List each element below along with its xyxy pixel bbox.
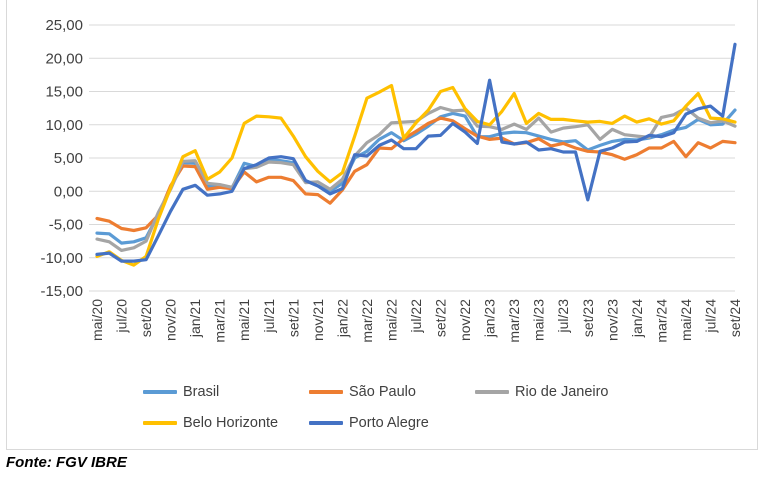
series-line-belo-horizonte [95, 83, 737, 267]
legend-item-brasil: Brasil [143, 384, 219, 400]
x-tick-label: jan/23 [482, 299, 498, 338]
x-tick-label: jul/21 [261, 299, 277, 334]
x-tick-label: jan/22 [334, 299, 350, 338]
x-tick-label: mar/23 [506, 299, 522, 343]
legend-label: Porto Alegre [349, 415, 429, 431]
x-tick-label: set/22 [433, 299, 449, 337]
x-tick-label: jan/24 [629, 299, 645, 338]
x-tick-label: jul/20 [114, 299, 130, 334]
series-line-porto-alegre [95, 42, 737, 263]
y-tick-label: 15,00 [45, 84, 83, 101]
x-tick-label: set/23 [580, 299, 596, 337]
line-chart: -15,00 -10,00 -5,00 0,00 5,00 10,00 15,00 20,00… [40, 17, 743, 343]
x-tick-label: mar/21 [212, 299, 228, 343]
x-tick-label: mai/20 [89, 299, 105, 341]
x-tick-label: mai/21 [236, 299, 252, 341]
legend-item-belo-horizonte: Belo Horizonte [143, 415, 278, 431]
y-tick-label: -15,00 [40, 283, 83, 300]
y-axis: -15,00 -10,00 -5,00 0,00 5,00 10,00 15,00 20,00… [40, 17, 83, 300]
x-tick-label: mai/23 [531, 299, 547, 341]
legend-item-rio-de-janeiro: Rio de Janeiro [475, 384, 609, 400]
gridlines [89, 24, 735, 292]
chart-frame: -15,00 -10,00 -5,00 0,00 5,00 10,00 15,00 20,00… [6, 0, 758, 450]
y-tick-label: 10,00 [45, 117, 83, 134]
series-lines [95, 42, 737, 267]
x-tick-label: set/21 [285, 299, 301, 337]
series-line-rio-de-janeiro [95, 105, 737, 252]
legend-item-sao-paulo: São Paulo [309, 384, 416, 400]
x-tick-label: set/24 [727, 299, 743, 337]
x-tick-label: set/20 [138, 299, 154, 337]
legend-swatch [309, 421, 343, 425]
x-tick-label: mai/24 [678, 299, 694, 341]
legend-label: Belo Horizonte [183, 415, 279, 431]
source-caption: Fonte: FGV IBRE [6, 454, 127, 471]
legend-label: Rio de Janeiro [515, 384, 609, 400]
x-tick-label: nov/23 [604, 299, 620, 341]
y-tick-label: 25,00 [45, 17, 83, 34]
x-axis: mai/20 jul/20 set/20 nov/20 jan/21 mar/21 mai/… [89, 299, 743, 343]
legend-item-porto-alegre: Porto Alegre [309, 415, 429, 431]
legend-swatch [143, 421, 177, 425]
y-tick-label: 0,00 [54, 183, 83, 200]
y-tick-label: 5,00 [54, 150, 83, 167]
series-line-s-o-paulo [95, 116, 737, 233]
x-tick-label: jan/21 [187, 299, 203, 338]
x-tick-label: nov/20 [163, 299, 179, 341]
legend-swatch [143, 390, 177, 394]
legend-label: Brasil [183, 384, 220, 400]
x-tick-label: jul/22 [408, 299, 424, 334]
x-tick-label: mai/22 [383, 299, 399, 341]
x-tick-label: nov/22 [457, 299, 473, 341]
y-tick-label: -10,00 [40, 250, 83, 267]
x-tick-label: jul/24 [702, 299, 718, 334]
legend-label: São Paulo [349, 384, 416, 400]
x-tick-label: nov/21 [310, 299, 326, 341]
legend-swatch [309, 390, 343, 394]
x-tick-label: mar/22 [359, 299, 375, 343]
legend-swatch [475, 390, 509, 394]
x-tick-label: mar/24 [653, 299, 669, 343]
y-tick-label: 20,00 [45, 50, 83, 67]
y-tick-label: -5,00 [49, 217, 83, 234]
x-tick-label: jul/23 [555, 299, 571, 334]
